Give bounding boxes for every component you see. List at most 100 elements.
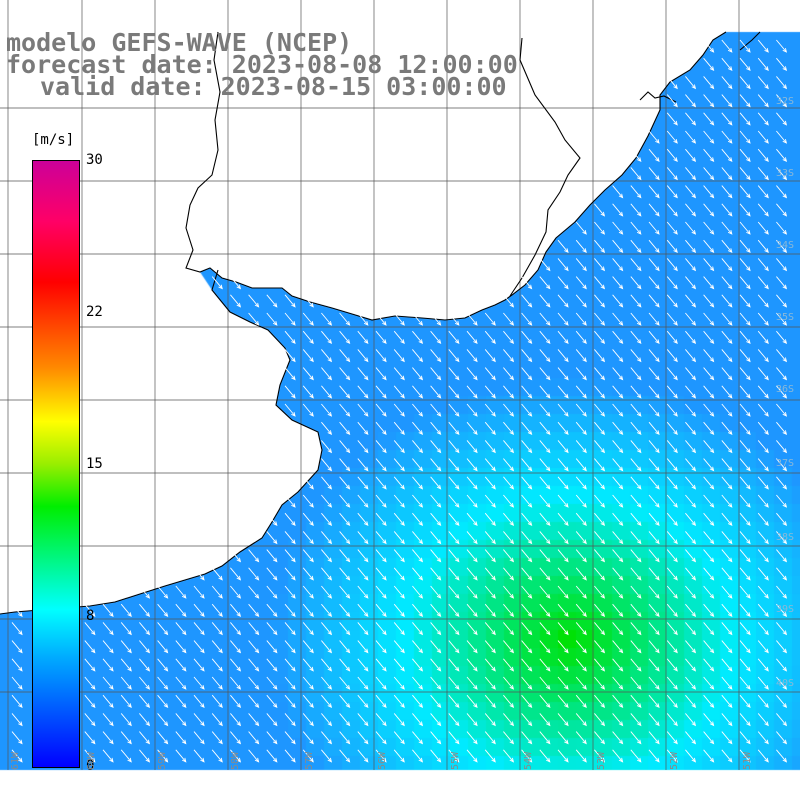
wind-arrow xyxy=(721,603,733,617)
wind-arrow xyxy=(503,440,515,454)
wind-arrow xyxy=(193,676,205,690)
wind-arrow xyxy=(193,713,205,727)
wind-arrow xyxy=(685,603,697,617)
wind-arrow xyxy=(776,294,788,308)
wind-arrow xyxy=(84,713,96,727)
wind-arrow xyxy=(211,658,223,672)
wind-arrow xyxy=(321,512,333,526)
wind-arrow xyxy=(521,440,533,454)
wind-arrow xyxy=(248,585,260,599)
wind-arrow xyxy=(739,531,751,545)
wind-arrow xyxy=(648,403,660,417)
wind-arrow xyxy=(739,167,751,181)
wind-arrow xyxy=(321,676,333,690)
wind-arrow xyxy=(412,567,424,581)
wind-arrow xyxy=(375,549,387,563)
wind-arrow xyxy=(703,585,715,599)
wind-arrow xyxy=(685,694,697,708)
wind-arrow xyxy=(266,512,278,526)
wind-arrow xyxy=(666,713,678,727)
wind-arrow xyxy=(539,440,551,454)
wind-arrow xyxy=(612,585,624,599)
wind-arrow xyxy=(739,76,751,90)
wind-arrow xyxy=(175,622,187,636)
wind-arrow xyxy=(539,531,551,545)
wind-arrow xyxy=(521,694,533,708)
wind-arrow xyxy=(575,622,587,636)
wind-arrow xyxy=(757,476,769,490)
wind-arrow xyxy=(703,312,715,326)
wind-arrow xyxy=(375,622,387,636)
wind-arrow xyxy=(175,713,187,727)
wind-arrow xyxy=(503,367,515,381)
wind-arrow xyxy=(339,731,351,745)
wind-arrow xyxy=(666,658,678,672)
wind-arrow xyxy=(666,549,678,563)
wind-arrow xyxy=(721,294,733,308)
wind-arrow xyxy=(703,239,715,253)
wind-arrow xyxy=(211,603,223,617)
wind-arrow xyxy=(139,731,151,745)
model-title: modelo GEFS-WAVE (NCEP) xyxy=(6,28,353,57)
wind-arrow xyxy=(666,403,678,417)
wind-arrow xyxy=(776,94,788,108)
lon-label-57w: 57W xyxy=(304,751,315,770)
wind-arrow xyxy=(230,585,242,599)
wind-arrow xyxy=(630,330,642,344)
wind-arrow xyxy=(503,494,515,508)
wind-arrow xyxy=(302,349,314,363)
wind-arrow xyxy=(776,658,788,672)
wind-arrow xyxy=(630,367,642,381)
wind-arrow xyxy=(666,476,678,490)
wind-arrow xyxy=(685,585,697,599)
wind-arrow xyxy=(302,367,314,381)
wind-arrow xyxy=(757,39,769,53)
wind-arrow xyxy=(139,640,151,654)
wind-arrow xyxy=(612,640,624,654)
wind-arrow xyxy=(484,349,496,363)
wind-arrow xyxy=(284,676,296,690)
lat-label-37s: 37S xyxy=(775,458,794,469)
lat-label-32s: 32S xyxy=(775,96,794,107)
wind-arrow xyxy=(648,349,660,363)
wind-arrow xyxy=(648,512,660,526)
wind-arrow xyxy=(612,403,624,417)
wind-arrow xyxy=(776,440,788,454)
wind-arrow xyxy=(776,531,788,545)
wind-arrow xyxy=(357,658,369,672)
wind-arrow xyxy=(739,622,751,636)
wind-arrow xyxy=(557,622,569,636)
wind-arrow xyxy=(521,658,533,672)
wind-arrow xyxy=(157,585,169,599)
wind-arrow xyxy=(721,130,733,144)
wind-arrow xyxy=(357,349,369,363)
wind-arrow xyxy=(557,549,569,563)
wind-arrow xyxy=(302,640,314,654)
colorbar-tick-22: 22 xyxy=(86,304,103,320)
wind-arrow xyxy=(721,476,733,490)
wind-arrow xyxy=(630,276,642,290)
wind-arrow xyxy=(430,622,442,636)
wind-arrow xyxy=(721,76,733,90)
wind-arrow xyxy=(375,458,387,472)
wind-arrow xyxy=(612,567,624,581)
wind-arrow xyxy=(539,658,551,672)
wind-arrow xyxy=(685,148,697,162)
wind-arrow xyxy=(321,585,333,599)
wind-arrow xyxy=(685,330,697,344)
wind-arrow xyxy=(703,458,715,472)
wind-arrow xyxy=(466,385,478,399)
wind-arrow xyxy=(193,640,205,654)
wind-arrow xyxy=(739,749,751,763)
wind-arrow xyxy=(685,112,697,126)
wind-arrow xyxy=(430,367,442,381)
wind-arrow xyxy=(594,367,606,381)
wind-arrow xyxy=(721,39,733,53)
wind-arrow xyxy=(539,458,551,472)
wind-arrow xyxy=(539,258,551,272)
wind-arrow xyxy=(321,403,333,417)
wind-arrow xyxy=(557,531,569,545)
wind-arrow xyxy=(412,694,424,708)
wind-arrow xyxy=(375,713,387,727)
wind-arrow xyxy=(776,185,788,199)
